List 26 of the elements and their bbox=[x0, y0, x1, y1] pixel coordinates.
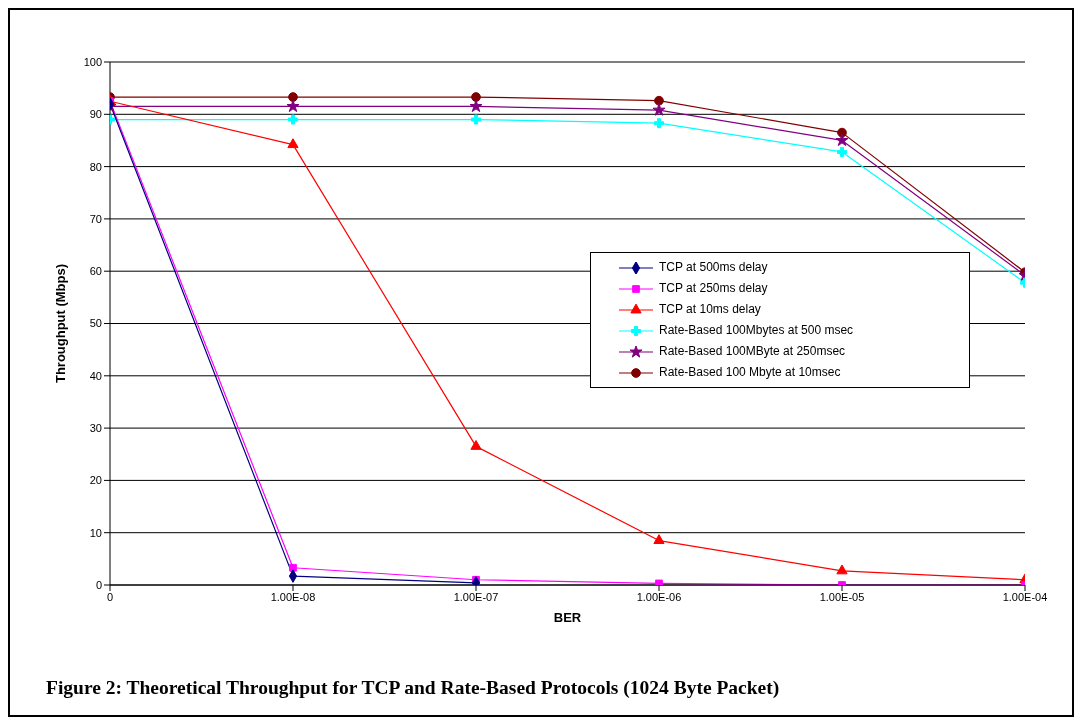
legend-label: Rate-Based 100 Mbyte at 10msec bbox=[659, 364, 841, 381]
y-tick-label: 0 bbox=[95, 578, 102, 591]
x-tick-label: 1.00E-04 bbox=[1002, 590, 1048, 603]
y-tick-label: 20 bbox=[89, 474, 102, 487]
legend-label: Rate-Based 100Mbytes at 500 msec bbox=[659, 322, 854, 339]
text: Figure 2: Theoretical Throughput for TCP and Rate-Based Protocols (1024 Byte Packet) bbox=[46, 677, 780, 699]
y-tick-label: 90 bbox=[89, 108, 102, 121]
legend-label: TCP at 250ms delay bbox=[659, 280, 768, 297]
legend-label: TCP at 10ms delay bbox=[659, 301, 761, 318]
x-tick-label: 1.00E-08 bbox=[270, 590, 316, 603]
x-tick-label: 1.00E-05 bbox=[819, 590, 865, 603]
y-tick-label: 40 bbox=[89, 369, 102, 382]
y-tick-label: 30 bbox=[89, 422, 102, 435]
y-tick-label: 80 bbox=[89, 160, 102, 173]
y-tick-label: 50 bbox=[89, 317, 102, 330]
y-tick-label: 100 bbox=[83, 55, 102, 68]
legend-label: Rate-Based 100MByte at 250msec bbox=[659, 343, 846, 360]
legend-label: TCP at 500ms delay bbox=[659, 259, 768, 276]
y-tick-label: 10 bbox=[89, 526, 102, 539]
x-tick-label: 1.00E-07 bbox=[453, 590, 499, 603]
x-tick-label: 1.00E-06 bbox=[636, 590, 682, 603]
y-axis-title: Throughput (Mbps) bbox=[52, 263, 68, 384]
x-tick-label: 0 bbox=[106, 590, 114, 603]
y-tick-label: 60 bbox=[89, 265, 102, 278]
x-axis-title: BER bbox=[553, 610, 582, 625]
y-tick-label: 70 bbox=[89, 212, 102, 225]
